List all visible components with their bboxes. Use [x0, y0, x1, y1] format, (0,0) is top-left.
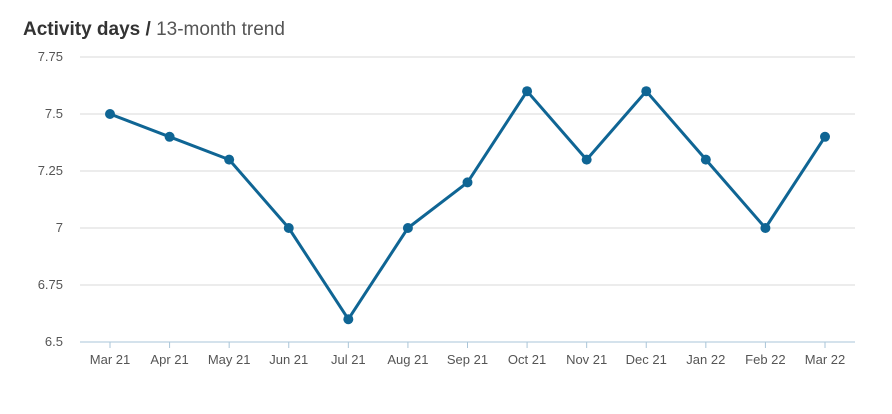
data-point[interactable]: [462, 177, 473, 188]
data-point[interactable]: [760, 223, 771, 233]
x-tick-label: Jul 21: [331, 352, 366, 367]
x-tick-label: Mar 21: [90, 352, 130, 367]
y-tick-label: 6.75: [38, 277, 63, 292]
y-tick-label: 7.5: [45, 106, 63, 121]
y-tick-label: 6.5: [45, 334, 63, 349]
x-tick-label: May 21: [208, 352, 251, 367]
data-point[interactable]: [343, 314, 354, 325]
chart-title: Activity days / 13-month trend: [23, 19, 285, 41]
data-point[interactable]: [402, 223, 413, 233]
x-tick-label: Dec 21: [626, 352, 667, 367]
x-axis-ticks: Mar 21 Apr 21 May 21 Jun 21 Jul 21 Aug 21 Sep …: [90, 342, 845, 367]
x-tick-label: Oct 21: [508, 352, 546, 367]
x-tick-label: Nov 21: [566, 352, 607, 367]
y-tick-label: 7.25: [38, 163, 63, 178]
data-point[interactable]: [164, 131, 175, 142]
title-separator: /: [145, 19, 151, 40]
x-tick-label: Feb 22: [745, 352, 785, 367]
data-point[interactable]: [522, 86, 533, 97]
data-point[interactable]: [820, 131, 830, 142]
y-axis-ticks: 6.5 6.75 7 7.25 7.5 7.75: [38, 49, 63, 349]
data-point[interactable]: [224, 154, 235, 165]
x-tick-label: Sep 21: [447, 352, 488, 367]
x-tick-label: Jan 22: [686, 352, 725, 367]
x-tick-label: Aug 21: [387, 352, 428, 367]
series-points: [105, 86, 830, 325]
title-subtitle: 13-month trend: [156, 19, 285, 40]
x-tick-label: Apr 21: [150, 352, 188, 367]
data-point[interactable]: [283, 223, 294, 233]
data-point[interactable]: [581, 154, 592, 165]
x-tick-label: Mar 22: [805, 352, 845, 367]
data-point[interactable]: [105, 109, 115, 119]
data-point[interactable]: [641, 86, 652, 97]
data-point[interactable]: [700, 154, 711, 165]
y-tick-label: 7.75: [38, 49, 63, 64]
title-main: Activity days: [23, 19, 141, 40]
x-tick-label: Jun 21: [269, 352, 308, 367]
y-tick-label: 7: [56, 220, 63, 235]
